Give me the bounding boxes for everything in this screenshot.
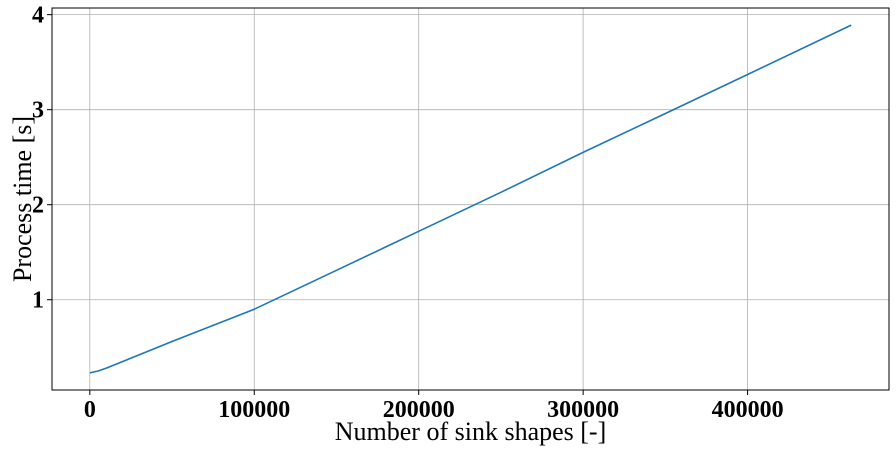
x-tick-label: 400000: [712, 397, 784, 423]
y-tick-label: 4: [32, 3, 44, 29]
y-axis: 1 2 3 4: [32, 3, 52, 314]
x-tick-label: 100000: [218, 397, 290, 423]
x-tick-label: 0: [84, 397, 96, 423]
x-axis: 0 100000 200000 300000 400000: [84, 390, 784, 423]
y-axis-title: Process time [s]: [8, 116, 37, 282]
series-line: [89, 24, 852, 374]
x-axis-title: Number of sink shapes [-]: [335, 417, 607, 446]
x-tick-label: 300000: [547, 397, 619, 423]
y-tick-label: 2: [32, 193, 44, 219]
y-tick-label: 3: [32, 98, 44, 124]
plot-frame: [51, 7, 890, 391]
x-tick-label: 200000: [383, 397, 455, 423]
y-tick-label: 1: [32, 288, 44, 314]
grid: [52, 8, 889, 390]
series-layer: [89, 24, 852, 374]
